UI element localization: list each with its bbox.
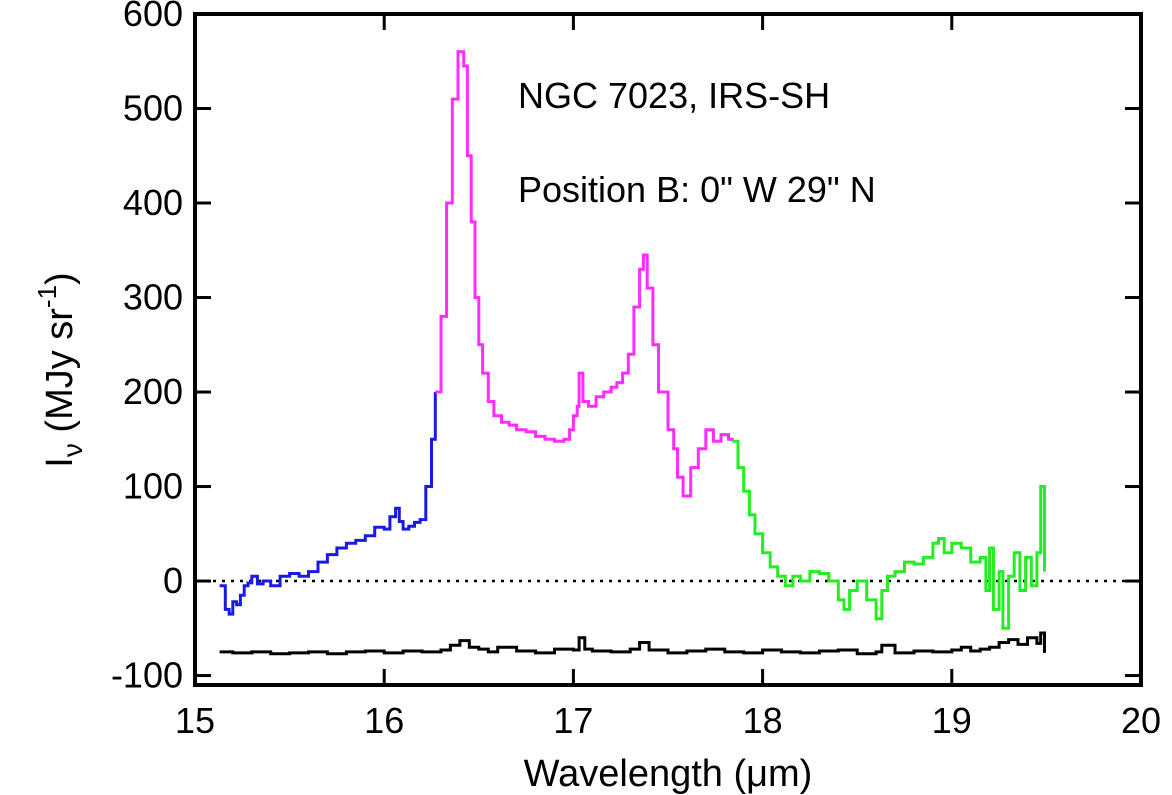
x-axis-label: Wavelength (μm): [524, 753, 813, 795]
y-label-units: (MJy sr: [39, 308, 81, 443]
y-tick-label: 400: [123, 182, 183, 223]
x-tick-label: 15: [175, 700, 215, 741]
y-label-subscript: ν: [57, 443, 88, 457]
x-tick-label: 17: [553, 700, 593, 741]
y-tick-label: 300: [123, 277, 183, 318]
y-tick-labels: -100 0 100 200 300 400 500 600: [111, 0, 183, 696]
series-group: [219, 50, 1046, 656]
x-tick-label: 16: [364, 700, 404, 741]
x-tick-label: 18: [743, 700, 783, 741]
series-line-1: [435, 50, 734, 498]
y-tick-label: -100: [111, 655, 183, 696]
y-tick-label: 0: [163, 560, 183, 601]
x-tick-label: 20: [1121, 700, 1161, 741]
y-label-close: ): [39, 272, 81, 285]
x-tick-label: 19: [932, 700, 972, 741]
series-line-0: [219, 392, 437, 616]
y-tick-label: 500: [123, 88, 183, 129]
annotation-position: Position B: 0" W 29" N: [518, 169, 876, 210]
y-label-superscript: -1: [32, 285, 62, 308]
plot-frame: [193, 12, 1143, 687]
y-axis-label: Iν (MJy sr-1): [32, 272, 88, 467]
series-line-3: [219, 631, 1046, 656]
y-label-symbol: I: [39, 457, 81, 468]
y-tick-label: 200: [123, 371, 183, 412]
y-tick-label: 600: [123, 0, 183, 34]
series-line-2: [732, 439, 1046, 630]
annotation-title: NGC 7023, IRS-SH: [518, 75, 830, 116]
x-tick-labels: 15 16 17 18 19 20: [175, 700, 1161, 741]
axis-ticks: [193, 12, 1143, 685]
y-tick-label: 100: [123, 466, 183, 507]
